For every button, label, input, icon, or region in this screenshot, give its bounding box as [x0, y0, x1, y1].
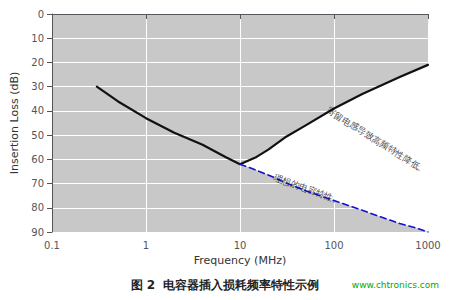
svg-text:20: 20 [31, 57, 44, 68]
svg-text:90: 90 [31, 227, 44, 238]
svg-text:30: 30 [31, 81, 44, 92]
svg-text:0: 0 [38, 9, 44, 20]
svg-text:1: 1 [143, 240, 149, 251]
svg-text:100: 100 [324, 240, 343, 251]
svg-text:50: 50 [31, 130, 44, 141]
svg-text:Frequency (MHz): Frequency (MHz) [194, 254, 286, 267]
svg-text:理想的电容特性。: 理想的电容特性。 [272, 172, 343, 206]
svg-text:80: 80 [31, 202, 44, 213]
svg-text:10: 10 [31, 33, 44, 44]
svg-text:Insertion Loss (dB): Insertion Loss (dB) [8, 72, 21, 175]
svg-text:寄留电感导致高频特性降低。: 寄留电感导致高频特性降低。 [325, 105, 430, 175]
svg-text:www.chtronics.com: www.chtronics.com [352, 280, 439, 290]
svg-text:0.1: 0.1 [44, 240, 60, 251]
svg-text:1000: 1000 [415, 240, 440, 251]
svg-text:60: 60 [31, 154, 44, 165]
svg-text:10: 10 [234, 240, 247, 251]
svg-text:70: 70 [31, 178, 44, 189]
svg-text:40: 40 [31, 105, 44, 116]
svg-text:图 2 电容器插入损耗频率特性示例: 图 2 电容器插入损耗频率特性示例 [131, 278, 320, 292]
